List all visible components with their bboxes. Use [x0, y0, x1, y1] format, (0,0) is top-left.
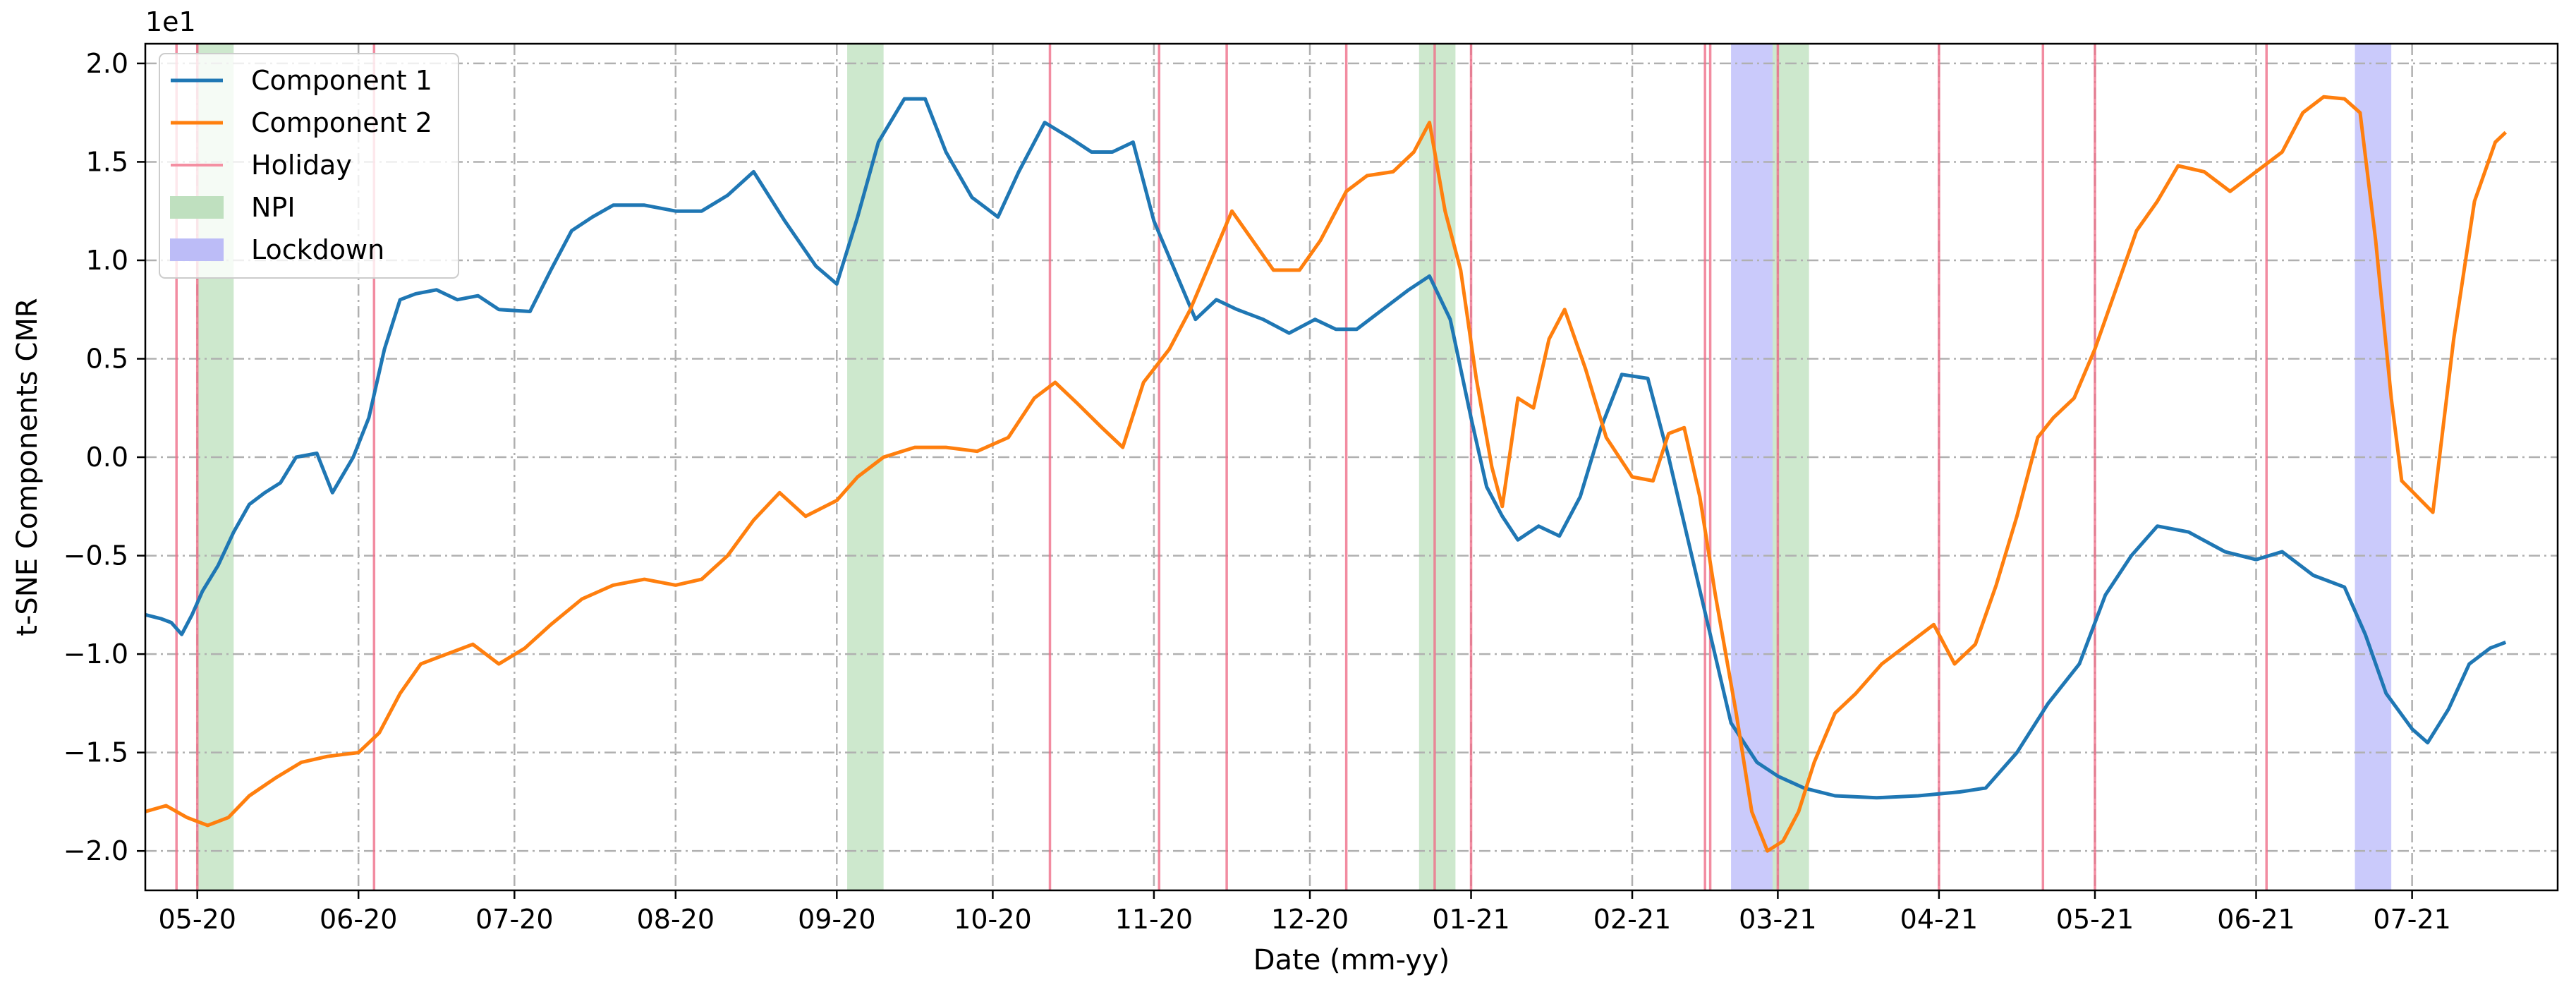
x-tick-label: 06-21	[2217, 904, 2295, 935]
y-tick-label: 1.5	[86, 146, 128, 177]
x-tick-label: 07-20	[475, 904, 553, 935]
legend-swatch-npi	[170, 196, 224, 219]
y-offset-text: 1e1	[145, 6, 196, 37]
series-lines	[145, 95, 2508, 853]
legend-label-lockdown: Lockdown	[251, 234, 384, 265]
x-tick-label: 11-20	[1115, 904, 1193, 935]
x-tick-label: 09-20	[798, 904, 875, 935]
x-tick-label: 01-21	[1432, 904, 1509, 935]
x-tick-label: 04-21	[1900, 904, 1978, 935]
legend-label-holiday: Holiday	[251, 150, 352, 181]
series-line-component-2	[145, 95, 2508, 853]
x-tick-label: 05-20	[158, 904, 236, 935]
y-tick-label: 0.5	[86, 344, 128, 375]
plot-frame	[144, 42, 2559, 892]
legend-swatch-lockdown	[170, 238, 224, 261]
y-tick-label: 2.0	[86, 48, 128, 79]
series-line-component-1	[145, 97, 2507, 800]
npi-span	[1418, 44, 1456, 890]
x-tick-label: 12-20	[1271, 904, 1349, 935]
x-tick-label: 03-21	[1739, 904, 1816, 935]
axis-ticks: 05-20 06-20 07-20 08-20 09-20 10-20 11-20 12-20…	[63, 48, 2451, 935]
y-tick-label: −1.0	[63, 638, 128, 670]
y-axis-label: t-SNE Components CMR	[11, 298, 44, 636]
y-tick-label: 1.0	[86, 245, 128, 276]
x-tick-label: 07-21	[2373, 904, 2450, 935]
legend-label-component-1: Component 1	[251, 65, 432, 96]
x-tick-label: 08-20	[637, 904, 715, 935]
y-tick-label: −0.5	[63, 540, 128, 571]
y-tick-label: −2.0	[63, 835, 128, 866]
holiday-lines	[175, 44, 2268, 890]
y-tick-label: 0.0	[86, 442, 128, 473]
lockdown-span	[1731, 44, 1773, 890]
x-tick-label: 05-21	[2056, 904, 2134, 935]
x-tick-label: 02-21	[1593, 904, 1671, 935]
x-tick-label: 06-20	[320, 904, 397, 935]
y-tick-label: −1.5	[63, 737, 128, 768]
x-axis-label: Date (mm-yy)	[1253, 944, 1450, 976]
legend-label-npi: NPI	[251, 192, 296, 223]
x-tick-label: 10-20	[954, 904, 1031, 935]
npi-span	[847, 44, 884, 890]
lockdown-span	[2355, 44, 2392, 890]
legend: Component 1 Component 2 Holiday NPI Lockdown	[159, 53, 459, 279]
legend-box	[159, 53, 459, 279]
legend-label-component-2: Component 2	[251, 107, 432, 138]
grid-lines	[145, 44, 2558, 890]
